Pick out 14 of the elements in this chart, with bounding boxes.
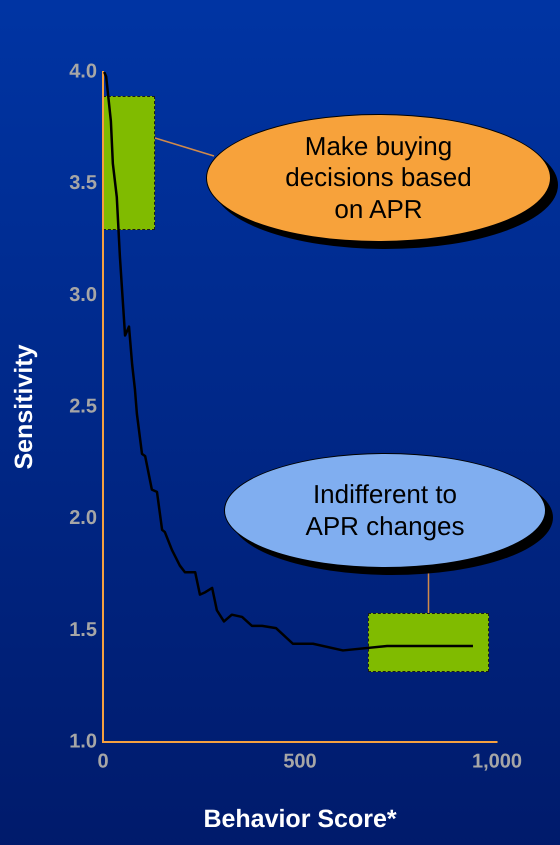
y-tick-label: 3.0 bbox=[69, 284, 97, 306]
y-tick-label: 4.0 bbox=[69, 60, 97, 83]
y-tick-label: 2.5 bbox=[69, 396, 97, 418]
x-axis-title: Behavior Score* bbox=[203, 804, 397, 833]
x-tick-label: 0 bbox=[97, 750, 109, 773]
annotation: Indifferent to APR changes bbox=[304, 479, 466, 542]
y-tick-label: 1.0 bbox=[69, 730, 97, 753]
y-axis-title: Sensitivity bbox=[10, 344, 38, 470]
annotation: Make buying decisions based on APR bbox=[284, 131, 473, 225]
y-tick-label: 3.5 bbox=[69, 172, 97, 194]
y-tick-label: 1.5 bbox=[69, 618, 97, 641]
y-tick-label: 2.0 bbox=[69, 507, 97, 530]
x-tick-label: 1,000 bbox=[472, 750, 522, 773]
x-tick-label: 500 bbox=[283, 750, 317, 773]
